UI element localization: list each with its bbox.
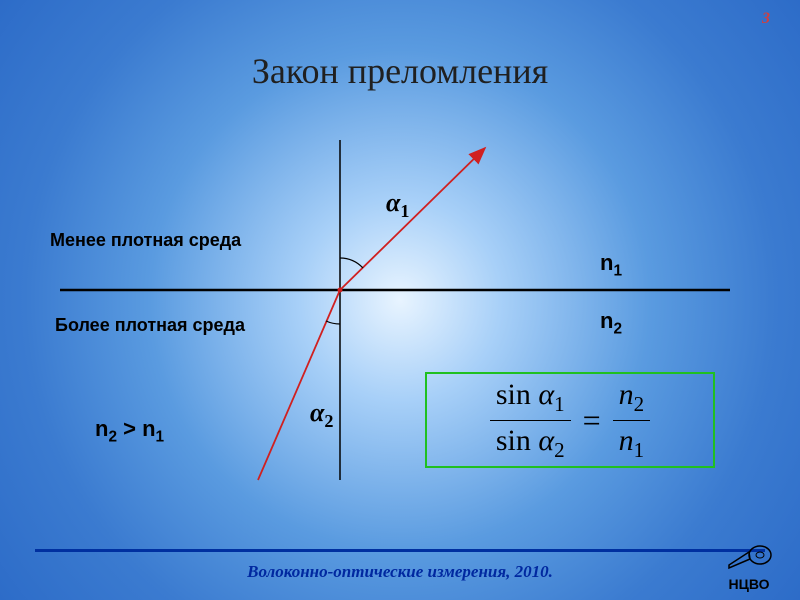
alpha1-subscript: 1: [400, 201, 409, 221]
footer-divider: [35, 549, 765, 552]
n1-symbol: n: [600, 250, 613, 275]
angle-arc-alpha2: [326, 321, 340, 324]
ineq-n1-sub: 1: [156, 428, 165, 445]
formula-left-fraction: sin α1 sin α2: [490, 377, 571, 462]
fraction-bar-right: [613, 420, 651, 421]
logo: НЦВО: [726, 541, 772, 592]
formula-n1: n: [619, 424, 634, 457]
label-inequality: n2 > n1: [95, 416, 164, 446]
formula-n1-sub: 1: [634, 438, 645, 462]
snells-law-formula: sin α1 sin α2 = n2 n1: [490, 377, 650, 462]
n2-subscript: 2: [613, 320, 622, 337]
logo-icon: [726, 541, 772, 571]
logo-label: НЦВО: [726, 576, 772, 592]
snells-law-formula-box: sin α1 sin α2 = n2 n1: [425, 372, 715, 468]
refracted-ray: [340, 148, 485, 290]
alpha2-subscript: 2: [324, 411, 333, 431]
ineq-n1: n: [142, 416, 155, 441]
label-alpha2: α2: [310, 398, 333, 432]
origin-point: [338, 288, 343, 293]
formula-alpha2: α: [538, 424, 554, 457]
ineq-n2: n: [95, 416, 108, 441]
page-number: 3: [762, 10, 770, 28]
n2-symbol: n: [600, 308, 613, 333]
ineq-op: >: [117, 416, 142, 441]
slide-canvas: 3 Закон преломления Менее плотная сред: [0, 0, 800, 600]
label-less-dense-medium: Менее плотная среда: [50, 230, 241, 251]
formula-n2: n: [619, 378, 634, 411]
n1-subscript: 1: [613, 262, 622, 279]
label-n2: n2: [600, 308, 622, 338]
formula-right-fraction: n2 n1: [613, 377, 651, 462]
angle-arc-alpha1: [340, 258, 363, 268]
alpha1-symbol: α: [386, 188, 400, 217]
formula-alpha1-sub: 1: [554, 392, 565, 416]
formula-sin2: sin: [496, 424, 539, 457]
label-n1: n1: [600, 250, 622, 280]
refraction-diagram: Менее плотная среда Более плотная среда …: [40, 130, 760, 500]
label-more-dense-medium: Более плотная среда: [55, 315, 245, 336]
incident-ray: [258, 290, 340, 480]
footer-text: Волоконно-оптические измерения, 2010.: [0, 562, 800, 582]
formula-alpha2-sub: 2: [554, 438, 565, 462]
ineq-n2-sub: 2: [108, 428, 117, 445]
formula-sin1: sin: [496, 378, 539, 411]
label-alpha1: α1: [386, 188, 409, 222]
alpha2-symbol: α: [310, 398, 324, 427]
formula-alpha1: α: [538, 378, 554, 411]
equals-sign: =: [583, 402, 601, 439]
formula-n2-sub: 2: [634, 392, 645, 416]
page-title: Закон преломления: [0, 50, 800, 92]
fraction-bar-left: [490, 420, 571, 421]
